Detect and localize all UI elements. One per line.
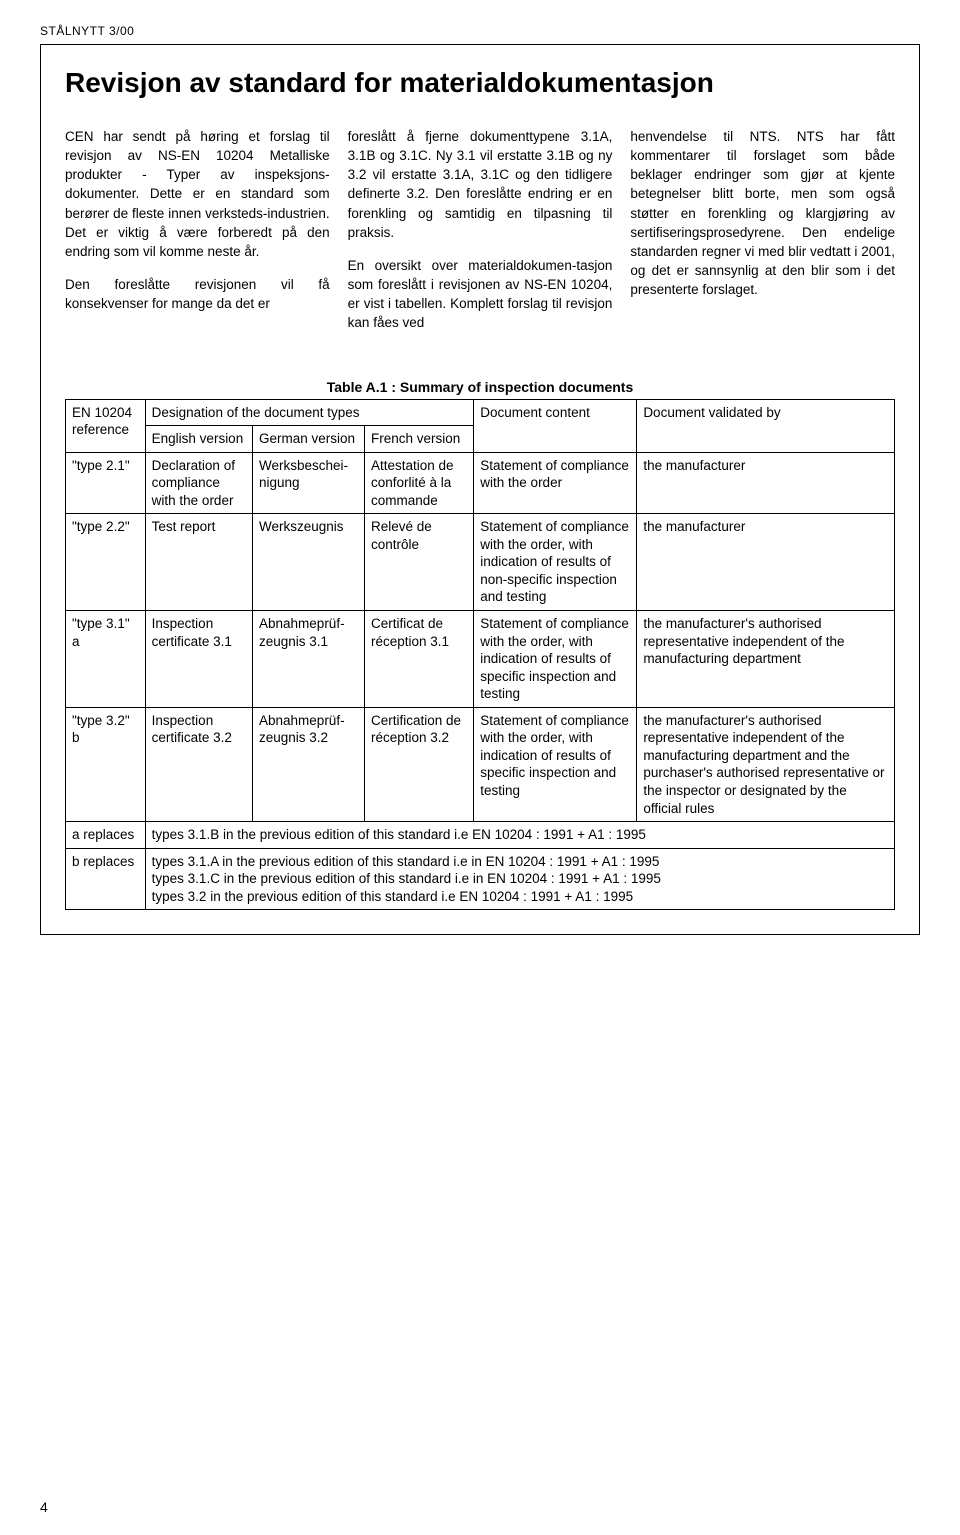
note-b-line3: types 3.2 in the previous edition of thi…: [152, 888, 888, 906]
body-columns: CEN har sendt på høring et forslag til r…: [65, 127, 895, 347]
page-number: 4: [40, 1499, 48, 1515]
inspection-table: EN 10204 reference Designation of the do…: [65, 399, 895, 911]
cell-content: Statement of compliance with the order, …: [474, 514, 637, 611]
cell-validated: the manufacturer's authorised representa…: [637, 611, 895, 708]
cell-french: Attestation de conforlité à la commande: [364, 452, 473, 514]
th-content: Document content: [474, 399, 637, 452]
col2-para1: foreslått å fjerne dokumenttypene 3.1A, …: [348, 127, 613, 242]
table-row: "type 3.1" a Inspection certificate 3.1 …: [66, 611, 895, 708]
cell-english: Inspection certificate 3.1: [145, 611, 252, 708]
table-note-row-a: a replaces types 3.1.B in the previous e…: [66, 822, 895, 849]
cell-validated: the manufacturer's authorised representa…: [637, 707, 895, 821]
cell-french: Certificat de réception 3.1: [364, 611, 473, 708]
cell-german: Abnahmeprüf-zeugnis 3.1: [253, 611, 365, 708]
cell-validated: the manufacturer: [637, 452, 895, 514]
cell-english: Test report: [145, 514, 252, 611]
cell-ref: "type 3.1" a: [66, 611, 146, 708]
cell-ref: "type 3.2" b: [66, 707, 146, 821]
th-validated: Document validated by: [637, 399, 895, 452]
th-designation: Designation of the document types: [145, 399, 474, 426]
col1-para1: CEN har sendt på høring et forslag til r…: [65, 127, 330, 261]
col1-para2: Den foreslåtte revisjonen vil få konsekv…: [65, 275, 330, 313]
th-french: French version: [364, 426, 473, 453]
th-reference: EN 10204 reference: [66, 399, 146, 452]
cell-validated: the manufacturer: [637, 514, 895, 611]
table-row: "type 2.2" Test report Werkszeugnis Rele…: [66, 514, 895, 611]
col2-para2: En oversikt over materialdokumen-tasjon …: [348, 256, 613, 333]
cell-ref: "type 2.2": [66, 514, 146, 611]
page-title: Revisjon av standard for materialdokumen…: [65, 67, 895, 99]
cell-content: Statement of compliance with the order, …: [474, 611, 637, 708]
header-label: STÅLNYTT 3/00: [40, 24, 920, 38]
table-row: "type 3.2" b Inspection certificate 3.2 …: [66, 707, 895, 821]
cell-german: Abnahmeprüf-zeugnis 3.2: [253, 707, 365, 821]
column-2: foreslått å fjerne dokumenttypene 3.1A, …: [348, 127, 613, 347]
cell-french: Certification de réception 3.2: [364, 707, 473, 821]
col3-para1: henvendelse til NTS. NTS har fått kommen…: [630, 127, 895, 299]
table-note-row-b: b replaces types 3.1.A in the previous e…: [66, 848, 895, 910]
note-a-label: a replaces: [66, 822, 146, 849]
table-caption: Table A.1 : Summary of inspection docume…: [65, 379, 895, 395]
note-b-label: b replaces: [66, 848, 146, 910]
cell-ref: "type 2.1": [66, 452, 146, 514]
cell-french: Relevé de contrôle: [364, 514, 473, 611]
note-a: types 3.1.B in the previous edition of t…: [145, 822, 894, 849]
cell-content: Statement of compliance with the order, …: [474, 707, 637, 821]
table-header-row-1: EN 10204 reference Designation of the do…: [66, 399, 895, 426]
note-b-line2: types 3.1.C in the previous edition of t…: [152, 870, 888, 888]
th-english: English version: [145, 426, 252, 453]
cell-english: Inspection certificate 3.2: [145, 707, 252, 821]
column-1: CEN har sendt på høring et forslag til r…: [65, 127, 330, 347]
note-b: types 3.1.A in the previous edition of t…: [145, 848, 894, 910]
note-b-line1: types 3.1.A in the previous edition of t…: [152, 853, 888, 871]
table-row: "type 2.1" Declaration of compliance wit…: [66, 452, 895, 514]
column-3: henvendelse til NTS. NTS har fått kommen…: [630, 127, 895, 347]
content-box: Revisjon av standard for materialdokumen…: [40, 44, 920, 935]
cell-german: Werkszeugnis: [253, 514, 365, 611]
cell-english: Declaration of compliance with the order: [145, 452, 252, 514]
cell-content: Statement of compliance with the order: [474, 452, 637, 514]
cell-german: Werksbeschei-nigung: [253, 452, 365, 514]
th-german: German version: [253, 426, 365, 453]
